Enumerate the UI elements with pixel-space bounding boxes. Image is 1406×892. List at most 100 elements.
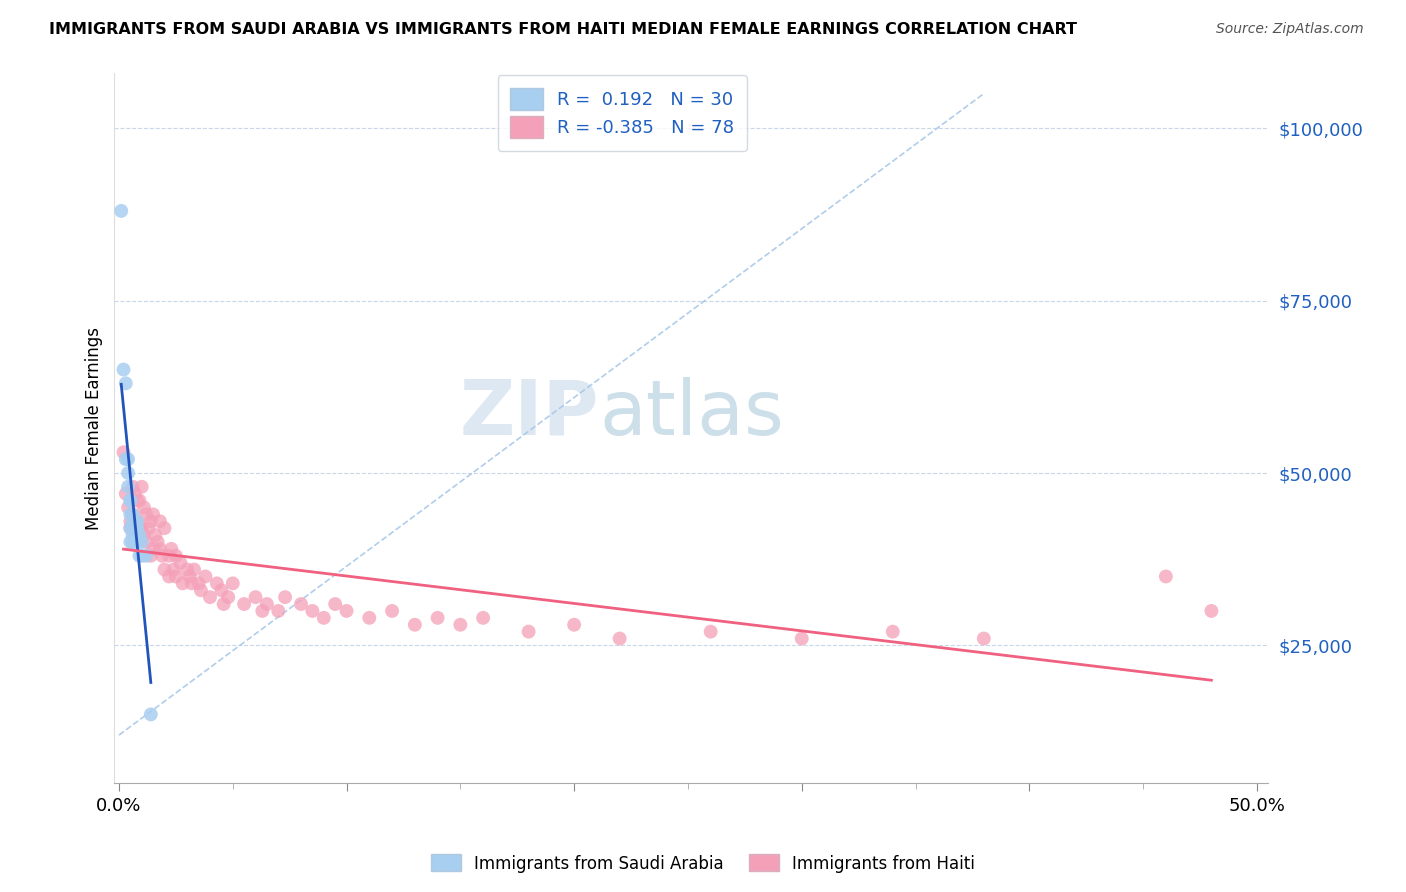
Point bbox=[124, 535, 146, 549]
Point bbox=[128, 528, 150, 542]
Point bbox=[121, 528, 143, 542]
Point bbox=[245, 590, 267, 604]
Point bbox=[127, 535, 149, 549]
Point bbox=[1154, 569, 1177, 583]
Point bbox=[233, 597, 256, 611]
Point bbox=[609, 632, 631, 646]
Point bbox=[209, 583, 232, 598]
Point bbox=[114, 452, 136, 467]
Y-axis label: Median Female Earnings: Median Female Earnings bbox=[86, 326, 103, 530]
Point bbox=[128, 493, 150, 508]
Point bbox=[139, 514, 162, 528]
Point bbox=[274, 590, 297, 604]
Point bbox=[120, 493, 142, 508]
Point bbox=[138, 521, 160, 535]
Point bbox=[404, 617, 426, 632]
Point bbox=[198, 590, 221, 604]
Point bbox=[150, 549, 173, 563]
Point bbox=[117, 480, 139, 494]
Point bbox=[323, 597, 346, 611]
Point bbox=[131, 549, 153, 563]
Point bbox=[183, 563, 205, 577]
Point bbox=[194, 569, 217, 583]
Point bbox=[121, 508, 143, 522]
Point bbox=[790, 632, 813, 646]
Point bbox=[114, 486, 136, 500]
Point bbox=[124, 521, 146, 535]
Point bbox=[112, 445, 135, 459]
Text: IMMIGRANTS FROM SAUDI ARABIA VS IMMIGRANTS FROM HAITI MEDIAN FEMALE EARNINGS COR: IMMIGRANTS FROM SAUDI ARABIA VS IMMIGRAN… bbox=[49, 22, 1077, 37]
Point bbox=[120, 521, 142, 535]
Point bbox=[142, 508, 165, 522]
Point bbox=[267, 604, 290, 618]
Point bbox=[157, 569, 180, 583]
Point bbox=[180, 576, 202, 591]
Point bbox=[301, 604, 323, 618]
Point bbox=[120, 508, 142, 522]
Point bbox=[882, 624, 904, 639]
Text: Source: ZipAtlas.com: Source: ZipAtlas.com bbox=[1216, 22, 1364, 37]
Point bbox=[120, 521, 142, 535]
Point bbox=[165, 549, 187, 563]
Point bbox=[142, 541, 165, 556]
Point bbox=[135, 549, 157, 563]
Point bbox=[128, 549, 150, 563]
Point bbox=[120, 514, 142, 528]
Point bbox=[1201, 604, 1223, 618]
Point bbox=[117, 452, 139, 467]
Point bbox=[190, 583, 212, 598]
Point bbox=[132, 528, 155, 542]
Point bbox=[127, 514, 149, 528]
Point bbox=[179, 569, 201, 583]
Point bbox=[112, 362, 135, 376]
Point bbox=[162, 563, 184, 577]
Text: atlas: atlas bbox=[599, 377, 785, 451]
Point bbox=[165, 569, 187, 583]
Point bbox=[121, 521, 143, 535]
Point bbox=[131, 521, 153, 535]
Point bbox=[157, 549, 180, 563]
Point bbox=[127, 521, 149, 535]
Point bbox=[222, 576, 245, 591]
Point bbox=[169, 556, 191, 570]
Point bbox=[127, 514, 149, 528]
Point bbox=[149, 514, 172, 528]
Point bbox=[117, 466, 139, 480]
Point bbox=[212, 597, 235, 611]
Legend: R =  0.192   N = 30, R = -0.385   N = 78: R = 0.192 N = 30, R = -0.385 N = 78 bbox=[498, 75, 747, 151]
Point bbox=[176, 563, 198, 577]
Point bbox=[187, 576, 209, 591]
Point bbox=[699, 624, 721, 639]
Point bbox=[121, 480, 143, 494]
Point bbox=[290, 597, 312, 611]
Text: ZIP: ZIP bbox=[460, 377, 599, 451]
Point bbox=[145, 528, 167, 542]
Point bbox=[120, 535, 142, 549]
Point bbox=[124, 528, 146, 542]
Point bbox=[205, 576, 228, 591]
Point bbox=[121, 514, 143, 528]
Legend: Immigrants from Saudi Arabia, Immigrants from Haiti: Immigrants from Saudi Arabia, Immigrants… bbox=[425, 847, 981, 880]
Point bbox=[139, 707, 162, 722]
Point bbox=[359, 611, 381, 625]
Point bbox=[120, 493, 142, 508]
Point bbox=[252, 604, 274, 618]
Point bbox=[426, 611, 449, 625]
Point bbox=[172, 576, 194, 591]
Point bbox=[127, 493, 149, 508]
Point bbox=[449, 617, 471, 632]
Point bbox=[121, 535, 143, 549]
Point bbox=[153, 521, 176, 535]
Point bbox=[146, 535, 169, 549]
Point bbox=[149, 541, 172, 556]
Point bbox=[128, 521, 150, 535]
Point bbox=[110, 203, 132, 218]
Point bbox=[124, 486, 146, 500]
Point bbox=[153, 563, 176, 577]
Point bbox=[117, 500, 139, 515]
Point bbox=[124, 514, 146, 528]
Point bbox=[135, 508, 157, 522]
Point bbox=[256, 597, 278, 611]
Point bbox=[124, 521, 146, 535]
Point bbox=[517, 624, 540, 639]
